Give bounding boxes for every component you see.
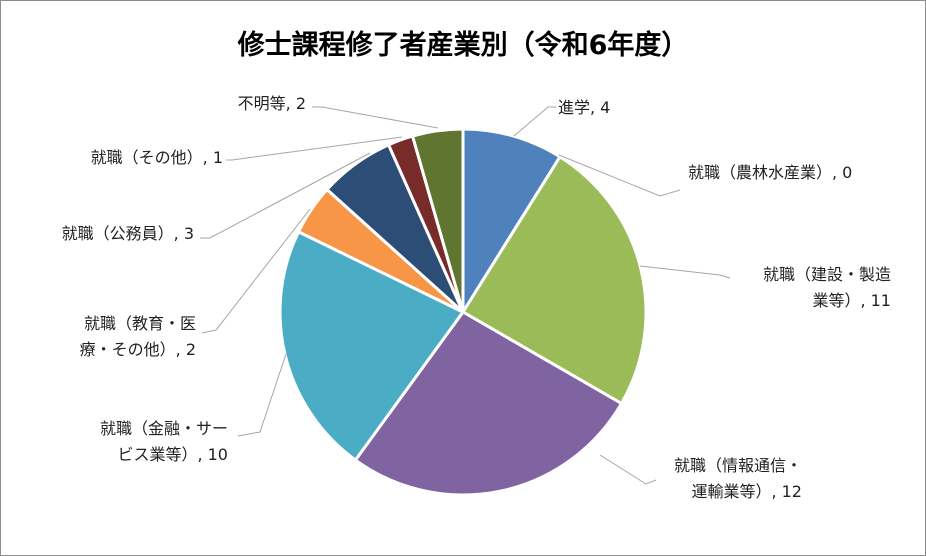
leader-line bbox=[237, 353, 287, 437]
data-label: 不明等, 2 bbox=[238, 94, 306, 113]
leader-line bbox=[312, 106, 439, 129]
data-label: 就職（その他）, 1 bbox=[91, 148, 223, 167]
data-label: 就職（公務員）, 3 bbox=[62, 224, 194, 243]
data-label: 就職（金融・サー bbox=[100, 419, 228, 438]
data-label: 療・その他）, 2 bbox=[80, 340, 196, 359]
slices-group bbox=[278, 127, 648, 497]
pie-slice bbox=[461, 155, 648, 405]
data-label: 進学, 4 bbox=[558, 98, 610, 117]
leader-line bbox=[513, 106, 556, 137]
data-label: 就職（教育・医 bbox=[84, 314, 196, 333]
data-label: 就職（農林水産業）, 0 bbox=[688, 163, 852, 182]
leader-line bbox=[200, 152, 371, 239]
data-label: 就職（建設・製造 bbox=[763, 265, 891, 284]
data-label: 業等）, 11 bbox=[812, 291, 891, 310]
leader-line bbox=[201, 208, 311, 334]
leader-line bbox=[599, 454, 657, 485]
leader-line bbox=[639, 265, 731, 279]
data-label: 就職（情報通信・ bbox=[674, 456, 802, 475]
data-label: ビス業等）, 10 bbox=[117, 445, 228, 464]
data-label: 運輸業等）, 12 bbox=[691, 482, 802, 501]
leader-line bbox=[558, 154, 681, 197]
chart-title: 修士課程修了者産業別（令和6年度） bbox=[237, 29, 689, 61]
pie-slice bbox=[353, 310, 623, 497]
leader-lines-group bbox=[200, 106, 731, 485]
leader-line bbox=[226, 136, 403, 161]
pie-slice bbox=[461, 127, 562, 314]
pie-slice bbox=[411, 127, 465, 314]
